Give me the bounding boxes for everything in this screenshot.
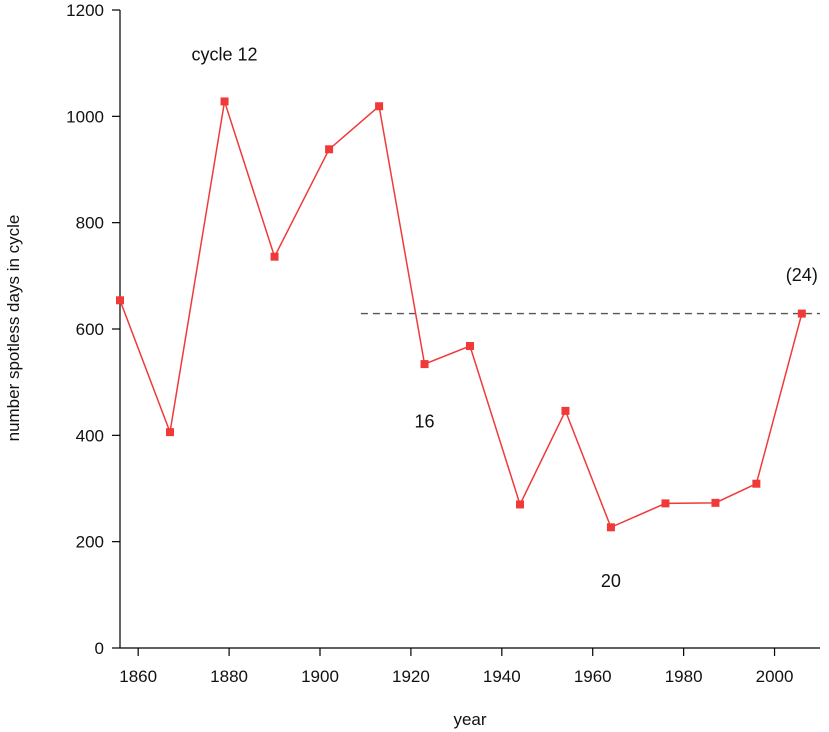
- y-axis-title: number spotless days in cycle: [4, 215, 23, 442]
- x-tick-label: 2000: [756, 667, 794, 686]
- data-point: [606, 523, 615, 532]
- y-tick-label: 600: [76, 320, 104, 339]
- data-point: [466, 342, 474, 351]
- axes: [119, 10, 820, 649]
- series-group: [116, 97, 806, 532]
- x-tick-label: 1900: [301, 667, 339, 686]
- data-point: [797, 309, 806, 318]
- annotation-label: 16: [415, 411, 435, 431]
- annotation-label: cycle 12: [192, 45, 258, 65]
- data-point: [711, 498, 720, 507]
- data-point: [325, 145, 334, 154]
- series-line: [119, 101, 803, 529]
- x-tick-label: 1960: [574, 667, 612, 686]
- annotations: cycle 12 16 20 (24): [192, 45, 818, 591]
- axis-ticks: 0 200 400 600 800 1000 1200 1860 1880 1900 1920 194…: [66, 1, 793, 686]
- x-tick-label: 1860: [119, 667, 157, 686]
- data-point: [561, 406, 570, 415]
- data-point: [116, 296, 124, 305]
- x-axis-title: year: [453, 710, 486, 729]
- x-tick-label: 1940: [483, 667, 521, 686]
- annotation-label: (24): [786, 265, 818, 285]
- y-tick-label: 1000: [66, 107, 104, 126]
- data-point: [220, 97, 229, 106]
- y-tick-label: 200: [76, 533, 104, 552]
- y-tick-label: 1200: [66, 1, 104, 20]
- annotation-label: 20: [601, 571, 621, 591]
- data-point: [375, 102, 384, 111]
- x-tick-label: 1980: [665, 667, 703, 686]
- data-point: [420, 360, 429, 369]
- y-tick-label: 400: [76, 426, 104, 445]
- data-point: [166, 428, 174, 437]
- data-point: [516, 500, 524, 509]
- x-tick-label: 1920: [392, 667, 430, 686]
- y-tick-label: 0: [95, 639, 104, 658]
- data-point: [752, 479, 761, 488]
- data-point: [270, 252, 279, 261]
- x-tick-label: 1880: [210, 667, 248, 686]
- data-point: [661, 499, 670, 508]
- y-tick-label: 800: [76, 214, 104, 233]
